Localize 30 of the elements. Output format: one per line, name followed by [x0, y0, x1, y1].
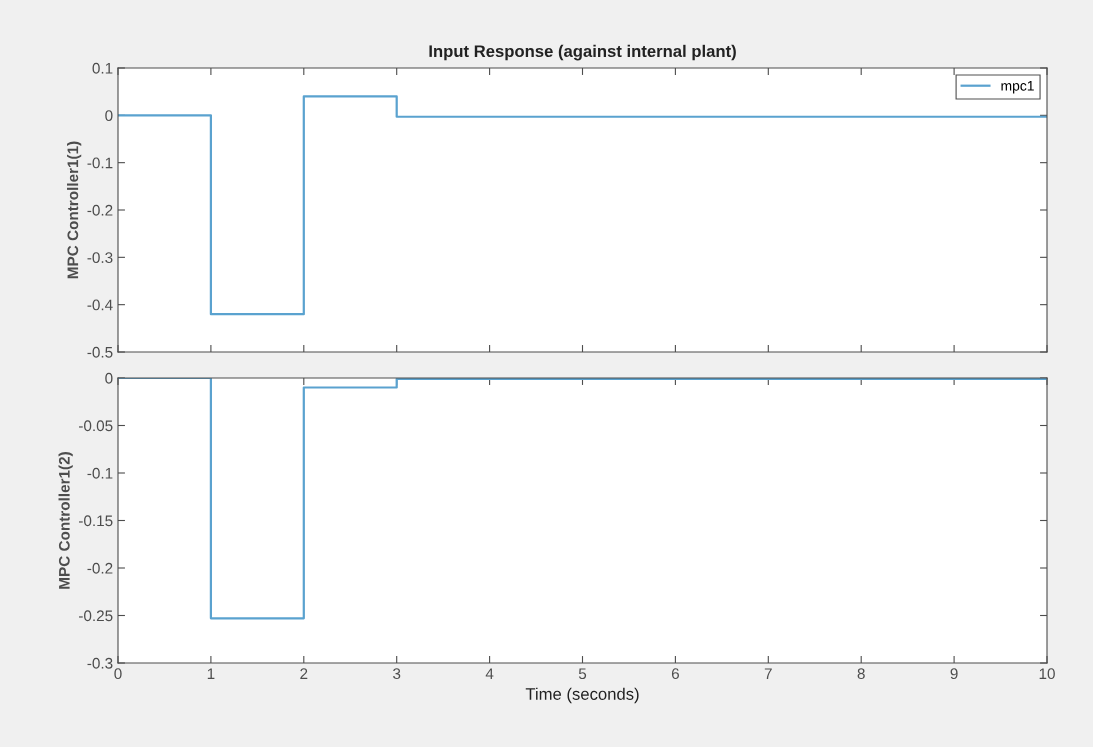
- y-tick-label: -0.1: [87, 157, 113, 169]
- y-tick-label: -0.2: [87, 204, 113, 216]
- y-tick-label: -0.15: [79, 515, 113, 527]
- y-tick-label: -0.3: [87, 252, 113, 264]
- x-tick-label: 4: [485, 668, 494, 679]
- y-tick-label: -0.3: [87, 657, 113, 669]
- y-tick-label: -0.1: [87, 467, 113, 479]
- y-tick-label: 0.1: [92, 62, 113, 74]
- x-tick-label: 7: [764, 668, 772, 679]
- y-tick-label: -0.05: [79, 420, 113, 432]
- x-tick-label: 8: [857, 668, 865, 680]
- y-axis-title: MPC Controller1(2): [58, 452, 73, 589]
- x-tick-label: 9: [950, 668, 958, 680]
- x-tick-label: 0: [114, 668, 122, 680]
- x-tick-label: 10: [1039, 668, 1055, 680]
- x-tick-label: 3: [393, 668, 401, 680]
- y-tick-label: -0.25: [79, 610, 113, 622]
- x-tick-label: 6: [671, 668, 679, 680]
- y-tick-label: -0.2: [87, 562, 113, 574]
- y-tick-label: 0: [105, 110, 113, 122]
- y-tick-label: -0.5: [87, 346, 113, 358]
- legend-label: mpc1: [1001, 81, 1034, 94]
- x-tick-label: 5: [578, 668, 587, 680]
- y-tick-label: -0.4: [87, 299, 113, 311]
- y-tick-label: 0: [105, 372, 113, 384]
- x-axis-title: Time (seconds): [525, 687, 639, 704]
- y-axis-title: MPC Controller1(1): [67, 141, 82, 279]
- chart-title: Input Response (against internal plant): [429, 44, 736, 61]
- x-tick-label: 2: [300, 668, 308, 679]
- x-tick-label: 1: [207, 668, 215, 679]
